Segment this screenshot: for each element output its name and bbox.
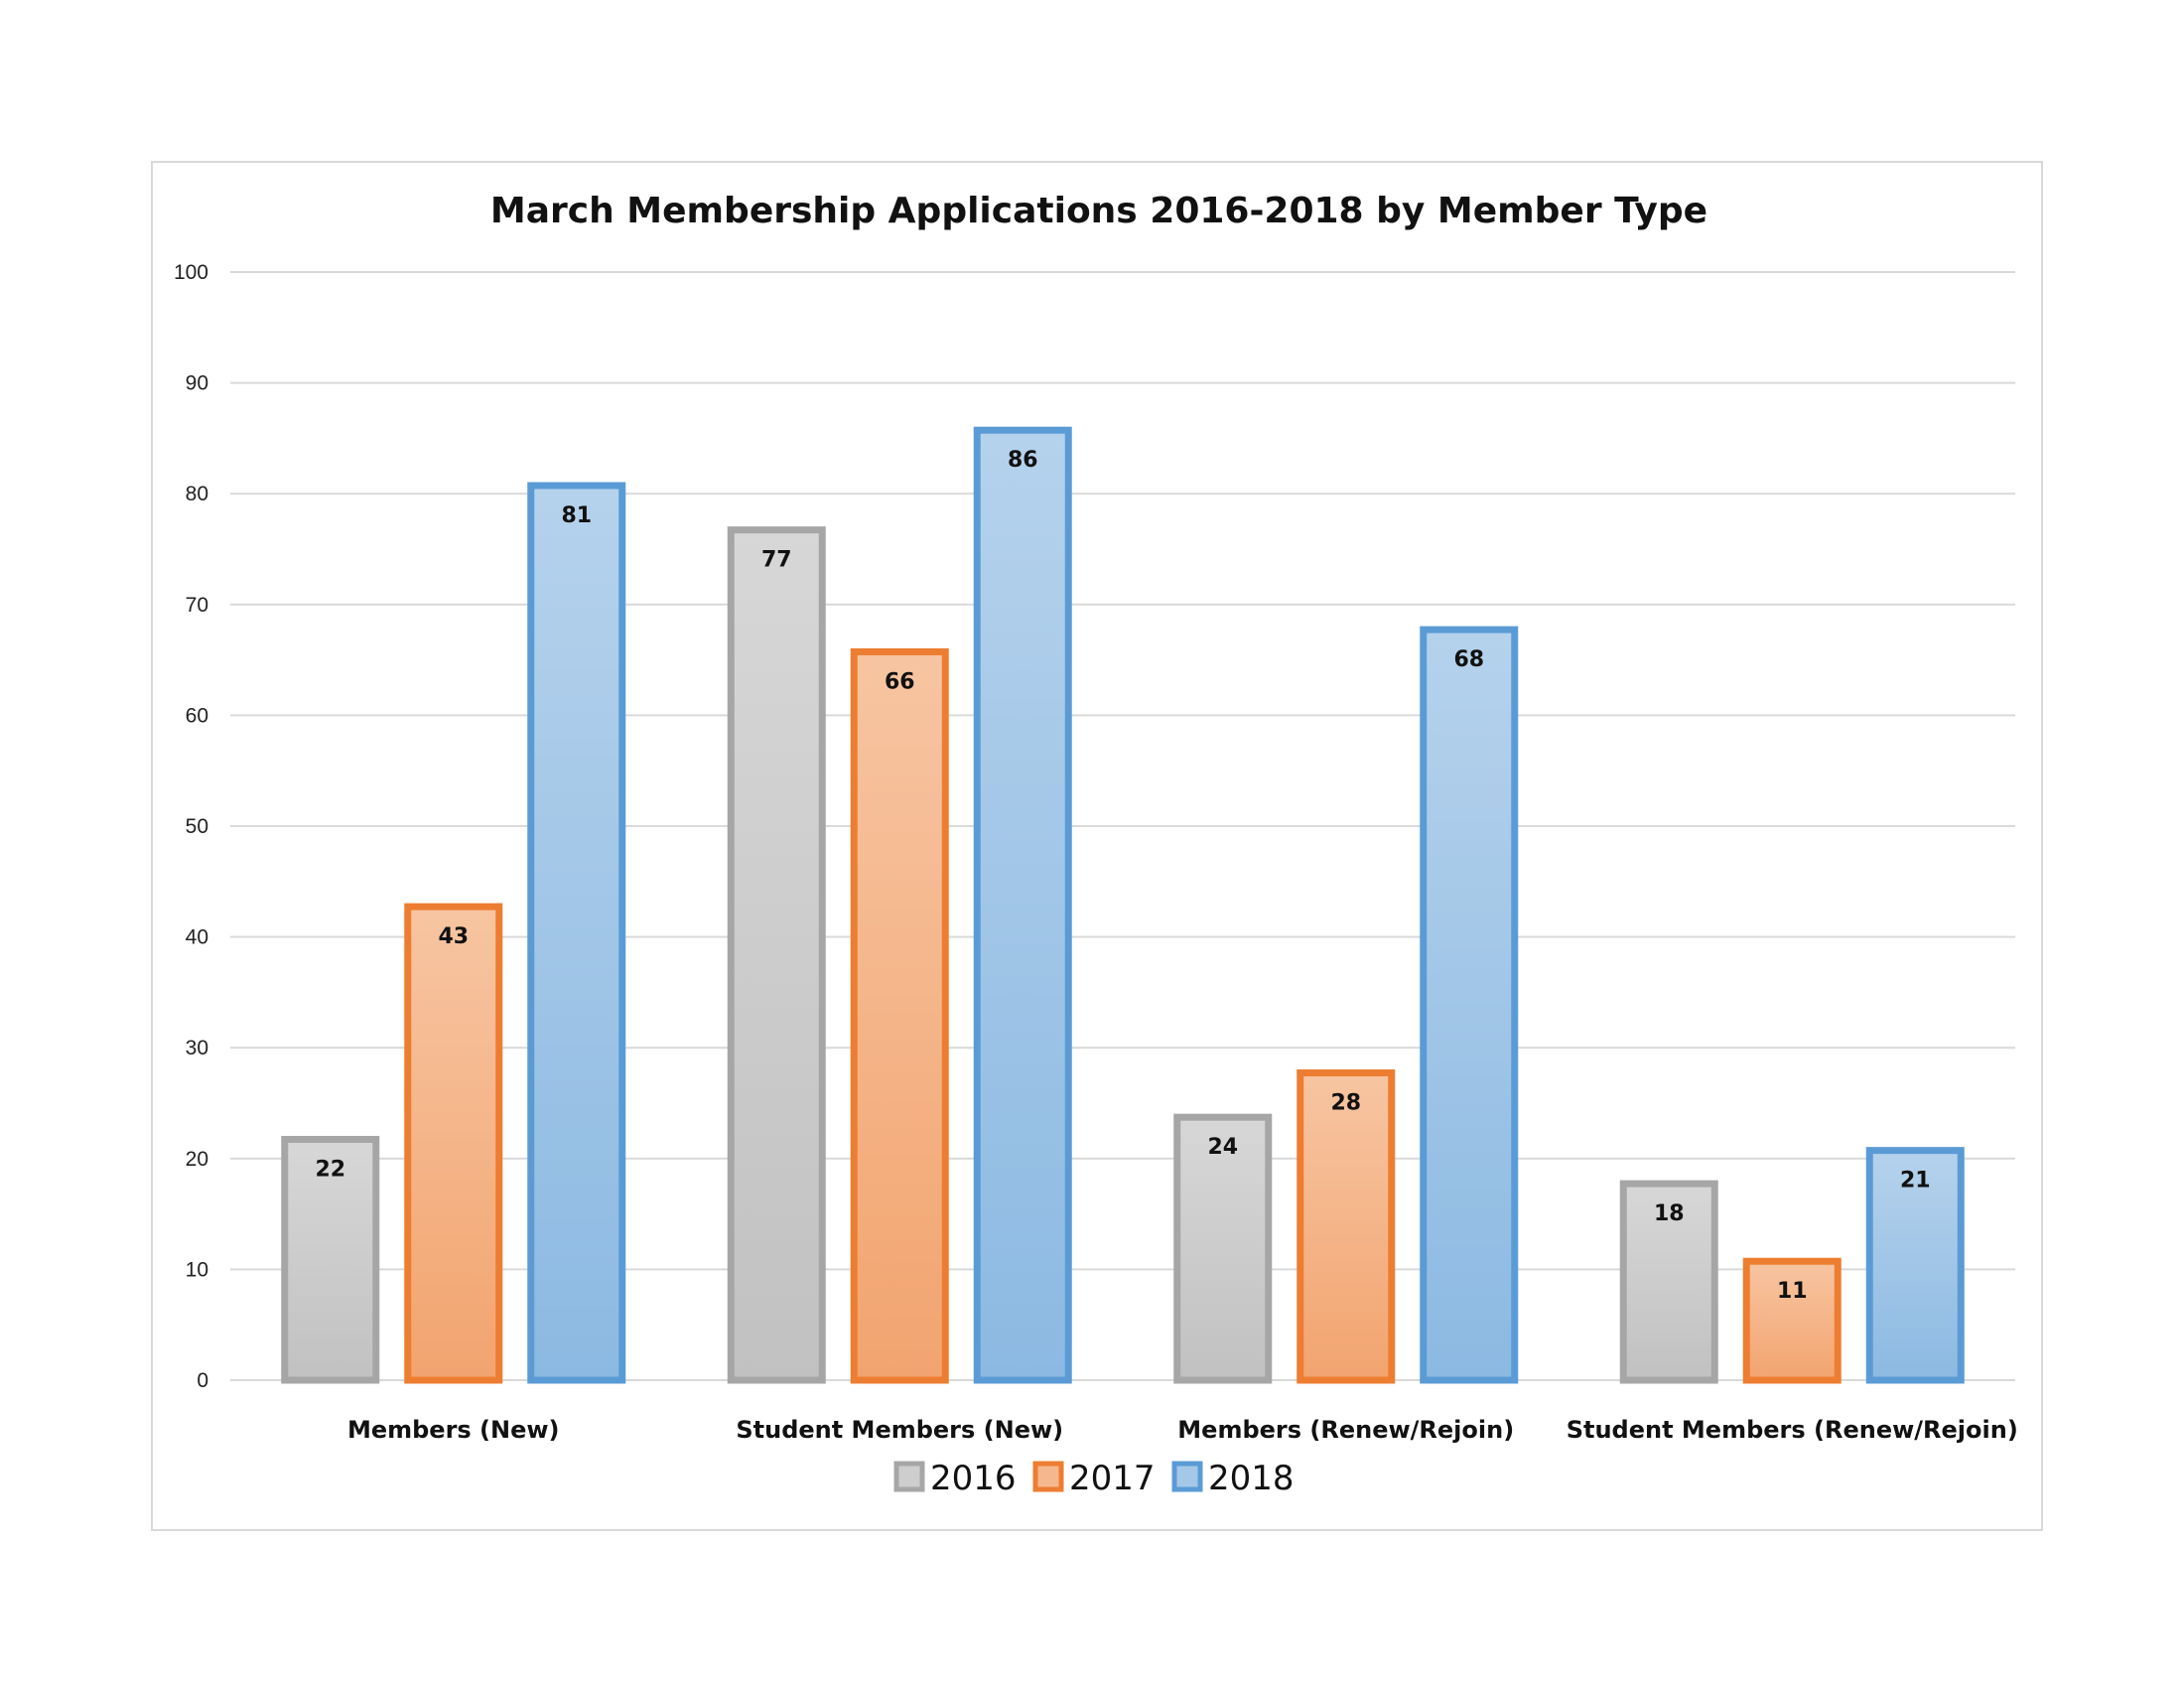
bar-2018-2	[1420, 626, 1519, 1384]
x-tick-label: Student Members (Renew/Rejoin)	[1567, 1416, 2018, 1444]
legend-label: 2017	[1069, 1459, 1156, 1498]
bar-2018-0	[527, 482, 626, 1384]
data-label: 77	[761, 548, 792, 573]
x-tick-label: Members (New)	[347, 1416, 560, 1444]
y-tick-label: 20	[186, 1148, 208, 1171]
legend-swatch	[893, 1461, 925, 1492]
chart-frame: March Membership Applications 2016-2018 …	[151, 161, 2043, 1531]
y-tick-label: 60	[186, 704, 208, 727]
y-tick-label: 70	[186, 594, 208, 617]
chart-svg: March Membership Applications 2016-2018 …	[174, 191, 2018, 1498]
y-tick-label: 10	[186, 1258, 208, 1281]
x-tick-label: Student Members (New)	[736, 1416, 1063, 1444]
data-label: 86	[1008, 448, 1038, 473]
bar-2016-3	[1619, 1180, 1718, 1384]
legend-label: 2018	[1208, 1459, 1295, 1498]
legend-swatch	[1032, 1461, 1064, 1492]
y-tick-label: 0	[197, 1369, 208, 1392]
y-tick-label: 80	[186, 483, 208, 505]
bar-2017-0	[404, 903, 503, 1384]
bar-2018-1	[973, 426, 1072, 1384]
bar-2017-1	[850, 647, 949, 1384]
bar-2018-3	[1865, 1147, 1965, 1384]
data-label: 24	[1207, 1135, 1238, 1160]
legend-item-2018: 2018	[1171, 1459, 1295, 1498]
y-tick-label: 100	[174, 261, 208, 284]
bar-2016-2	[1173, 1113, 1273, 1384]
legend-label: 2016	[930, 1459, 1017, 1498]
y-tick-label: 90	[186, 372, 208, 395]
bar-2016-0	[281, 1135, 380, 1384]
data-label: 43	[438, 924, 469, 949]
data-label: 28	[1330, 1091, 1361, 1116]
data-label: 18	[1654, 1201, 1685, 1226]
bar-2017-2	[1297, 1069, 1396, 1384]
chart-title: March Membership Applications 2016-2018 …	[490, 191, 1707, 231]
y-tick-label: 40	[186, 926, 208, 949]
data-labels: 22 43 81 77 66 86 24 28 68 18 11 21	[315, 448, 1930, 1304]
data-label: 68	[1453, 647, 1484, 672]
legend-item-2017: 2017	[1032, 1459, 1156, 1498]
legend-swatch	[1171, 1461, 1203, 1492]
legend-item-2016: 2016	[893, 1459, 1017, 1498]
y-tick-label: 30	[186, 1037, 208, 1059]
y-tick-label: 50	[186, 815, 208, 838]
bar-2016-1	[727, 526, 826, 1384]
x-axis-labels: Members (New) Student Members (New) Member…	[347, 1416, 2018, 1444]
y-axis-ticks: 0 10 20 30 40 50 60 70 80 90 100	[174, 261, 208, 1392]
legend: 2016 2017 2018	[893, 1459, 1295, 1498]
data-label: 21	[1900, 1169, 1931, 1194]
data-label: 81	[561, 503, 592, 528]
data-label: 66	[885, 669, 915, 694]
bars	[281, 426, 1965, 1384]
x-tick-label: Members (Renew/Rejoin)	[1177, 1416, 1514, 1444]
data-label: 22	[315, 1157, 345, 1182]
bar-2017-3	[1742, 1257, 1842, 1384]
data-label: 11	[1777, 1279, 1808, 1304]
